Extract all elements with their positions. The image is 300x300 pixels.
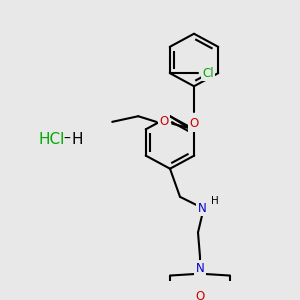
Text: H: H [211,196,219,206]
Text: HCl: HCl [39,132,65,147]
Text: O: O [195,290,205,300]
Text: Cl: Cl [202,67,214,80]
Text: O: O [189,117,199,130]
Text: H: H [71,132,83,147]
Text: N: N [198,202,206,214]
Text: –: – [64,132,70,146]
Text: O: O [160,115,169,128]
Text: N: N [196,262,204,275]
